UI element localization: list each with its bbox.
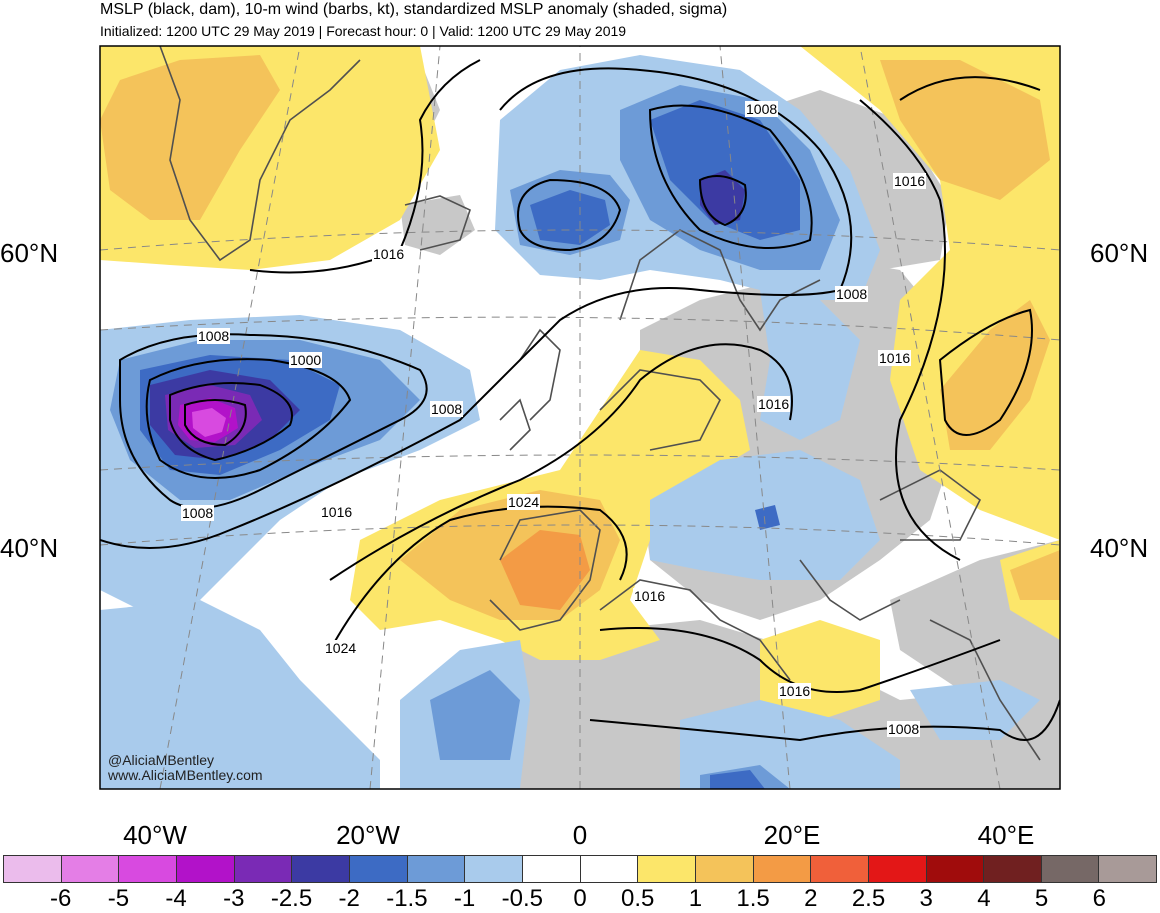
colorbar-tick-label: 4	[977, 885, 991, 912]
colorbar-swatch	[522, 856, 581, 882]
colorbar-swatch	[234, 856, 293, 882]
lon-label-40w: 40°W	[123, 820, 187, 850]
map-field	[100, 46, 1060, 789]
map-subtitle: Initialized: 1200 UTC 29 May 2019 | Fore…	[100, 23, 627, 39]
map-title: MSLP (black, dam), 10-m wind (barbs, kt)…	[100, 1, 728, 18]
colorbar-tick-label: -1.5	[386, 885, 428, 912]
colorbar-tick-label: -4	[165, 885, 187, 912]
colorbar-swatch	[292, 856, 350, 882]
lat-label-60n-left: 60°N	[0, 238, 59, 268]
author-website: www.AliciaMBentley.com	[108, 767, 263, 783]
colorbar-swatch	[638, 856, 696, 882]
colorbar-tick-label: -2.5	[270, 885, 313, 912]
lon-label-0: 0	[572, 820, 588, 850]
colorbar-swatch	[119, 856, 177, 882]
lat-label-40n-left: 40°N	[0, 533, 59, 563]
colorbar-swatch	[349, 856, 408, 882]
colorbar-tick-label: -3	[223, 885, 245, 912]
anomaly-negative-4	[192, 408, 226, 437]
colorbar-tick-label: 2	[804, 885, 818, 912]
colorbar-swatch	[61, 856, 120, 882]
colorbar-tick-label: 0.5	[621, 885, 655, 912]
lon-label-40e: 40°E	[977, 820, 1035, 850]
lat-label-40n-right: 40°N	[1090, 533, 1149, 563]
colorbar-swatch	[465, 856, 523, 882]
colorbar-swatch	[926, 856, 985, 882]
colorbar-tick-label: 1	[688, 885, 703, 912]
colorbar-tick-label: 6	[1092, 885, 1106, 912]
colorbar-tick-label: -1	[453, 885, 476, 912]
colorbar-swatch	[1099, 856, 1157, 882]
lat-label-60n-right: 60°N	[1090, 238, 1149, 268]
colorbar-tick-label: 3	[919, 885, 933, 912]
colorbar-swatch	[868, 856, 927, 882]
colorbar-tick-label: -2	[338, 885, 360, 912]
lon-label-20e: 20°E	[763, 820, 821, 850]
colorbar-swatch	[984, 856, 1042, 882]
colorbar-tick-label: 0	[573, 885, 587, 912]
colorbar-swatch	[753, 856, 812, 882]
colorbar-tick-label: -5	[107, 885, 130, 912]
colorbar-tick-label: 2.5	[851, 885, 886, 912]
colorbar-swatch	[580, 856, 639, 882]
colorbar-swatch	[176, 856, 235, 882]
isobars	[100, 59, 1060, 742]
colorbar-tick-label: 1.5	[736, 885, 770, 912]
graticule	[100, 46, 1060, 789]
colorbar-swatch	[695, 856, 754, 882]
lon-label-20w: 20°W	[336, 820, 400, 850]
colorbar-tick-label: 5	[1034, 885, 1049, 912]
coastlines	[159, 46, 1041, 761]
author-handle: @AliciaMBentley	[108, 752, 215, 768]
colorbar-swatch	[4, 856, 62, 882]
map-frame	[99, 45, 1061, 790]
colorbar-tick-label: -0.5	[501, 885, 543, 912]
anomaly-positive-2	[500, 530, 590, 610]
colorbar-swatch	[1041, 856, 1100, 882]
colorbar-swatch	[811, 856, 869, 882]
colorbar	[3, 855, 1157, 883]
colorbar-tick-label: -6	[50, 885, 72, 912]
colorbar-swatch	[407, 856, 466, 882]
